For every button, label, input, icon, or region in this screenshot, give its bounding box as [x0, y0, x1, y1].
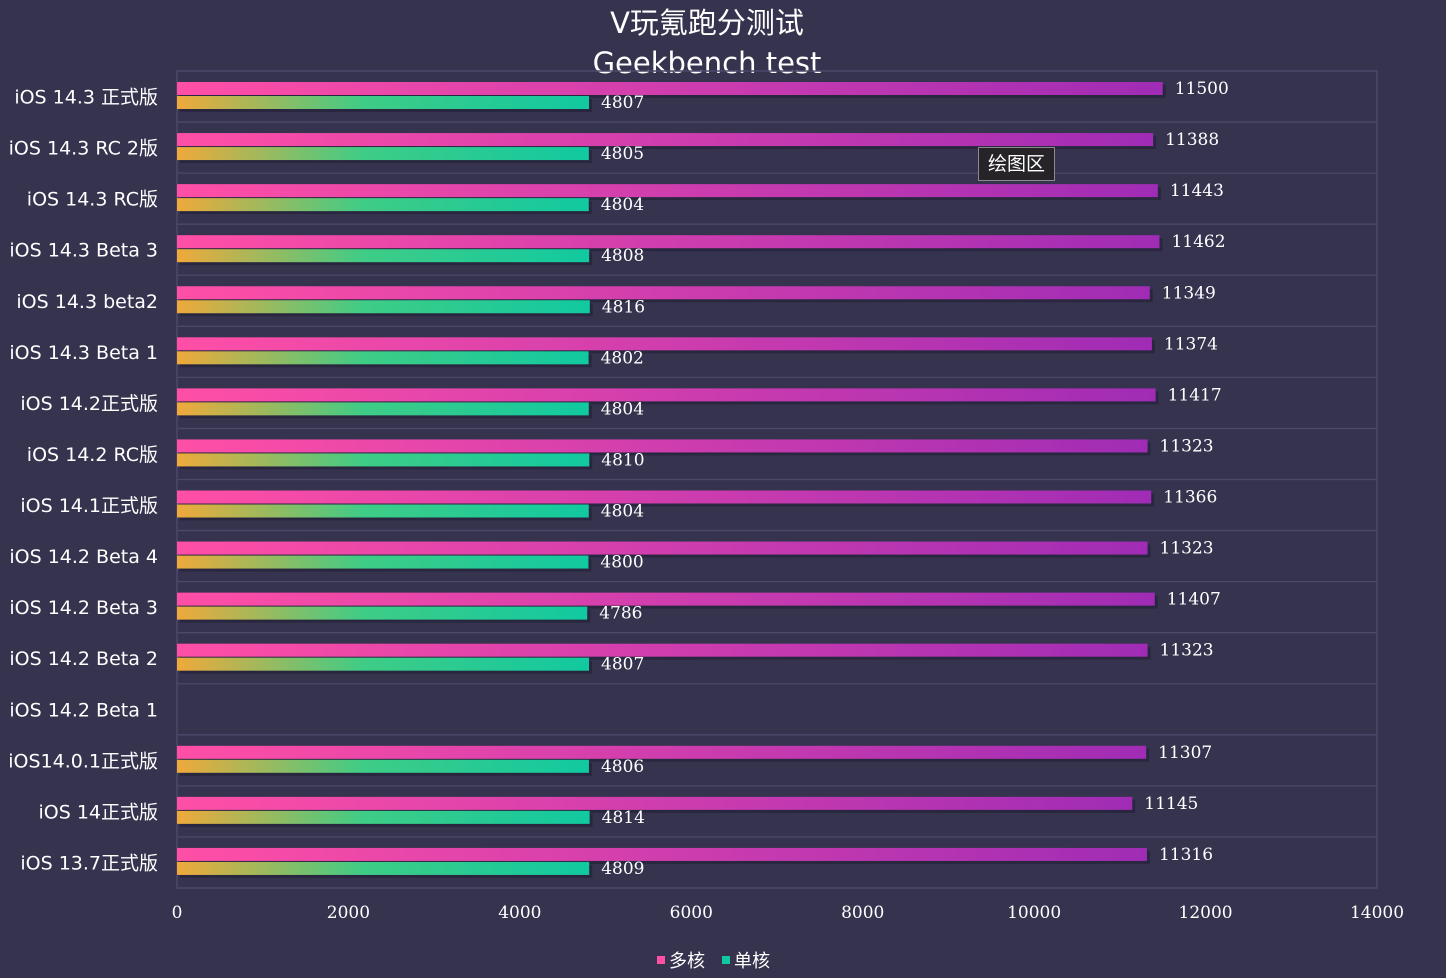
data-label-multi-core: 11443 — [1170, 181, 1224, 201]
legend-label-multi: 多核 — [669, 951, 705, 972]
bar-multi-core — [177, 592, 1155, 606]
category-label: iOS 14.3 RC版 — [27, 189, 158, 211]
bar-single-core — [177, 351, 589, 365]
bar-single-core — [177, 453, 590, 467]
data-label-multi-core: 11462 — [1171, 232, 1225, 252]
data-label-multi-core: 11374 — [1164, 334, 1218, 354]
data-label-multi-core: 11307 — [1158, 743, 1212, 763]
category-label: iOS 14.2 Beta 2 — [9, 648, 158, 670]
bar-single-core — [177, 96, 590, 109]
data-label-multi-core: 11316 — [1159, 845, 1213, 865]
data-label-single-core: 4804 — [601, 399, 644, 419]
category-label: iOS 14.3 RC 2版 — [9, 138, 158, 160]
data-label-single-core: 4814 — [602, 808, 645, 828]
x-tick-label: 8000 — [841, 903, 884, 923]
x-tick-label: 0 — [172, 903, 183, 923]
bar-multi-core — [177, 796, 1133, 810]
chart-subtitle: Geekbench test — [593, 46, 822, 80]
bar-single-core — [177, 249, 590, 263]
data-label-multi-core: 11366 — [1163, 488, 1217, 508]
bar-single-core — [177, 555, 589, 569]
bar-multi-core — [177, 82, 1163, 95]
data-label-multi-core: 11145 — [1144, 794, 1198, 814]
bar-multi-core — [177, 235, 1160, 249]
data-label-single-core: 4806 — [601, 757, 644, 777]
category-label: iOS 14.2正式版 — [20, 393, 158, 415]
legend: 多核 单核 — [657, 951, 770, 972]
data-label-multi-core: 11388 — [1165, 130, 1219, 150]
category-labels: iOS 14.3 正式版 iOS 14.3 RC 2版 iOS 14.3 RC版 iO… — [8, 87, 158, 875]
data-label-single-core: 4800 — [600, 553, 643, 573]
data-label-single-core: 4807 — [601, 655, 644, 675]
data-label-single-core: 4802 — [601, 348, 644, 368]
bar-multi-core — [177, 745, 1147, 759]
data-label-multi-core: 11323 — [1160, 539, 1214, 559]
bar-single-core — [177, 198, 589, 212]
bar-single-core — [177, 759, 589, 773]
x-tick-label: 12000 — [1179, 903, 1233, 923]
data-label-single-core: 4810 — [601, 450, 644, 470]
category-label: iOS 14.2 Beta 4 — [9, 546, 158, 568]
category-label: iOS 14.3 beta2 — [16, 291, 158, 313]
bars: 11500 4807 11388 4805 11443 4804 11462 4808 1134… — [177, 79, 1229, 879]
x-tick-label: 2000 — [327, 903, 370, 923]
data-label-single-core: 4804 — [601, 195, 644, 215]
bar-multi-core — [177, 184, 1158, 198]
bar-single-core — [177, 504, 589, 518]
data-label-single-core: 4808 — [601, 246, 644, 266]
data-label-single-core: 4786 — [599, 604, 642, 624]
x-tick-label: 4000 — [498, 903, 541, 923]
data-label-single-core: 4804 — [601, 502, 644, 522]
x-axis-ticks: 0 2000 4000 6000 8000 10000 12000 14000 — [172, 903, 1404, 923]
legend-label-single: 单核 — [734, 951, 770, 972]
data-label-multi-core: 11323 — [1160, 641, 1214, 661]
category-label: iOS 13.7正式版 — [20, 852, 158, 874]
bar-multi-core — [177, 643, 1148, 657]
data-label-multi-core: 11500 — [1175, 79, 1229, 99]
category-label: iOS 14.1正式版 — [20, 495, 158, 517]
chart-title: V玩氪跑分测试 — [610, 6, 804, 40]
bar-single-core — [177, 657, 590, 671]
bar-multi-core — [177, 388, 1156, 402]
bar-single-core — [177, 402, 589, 416]
grid-lines — [177, 121, 1377, 838]
data-label-multi-core: 11407 — [1167, 590, 1221, 610]
data-label-single-core: 4805 — [601, 144, 644, 164]
category-label: iOS 14.3 正式版 — [14, 87, 158, 109]
category-label: iOS 14.3 Beta 1 — [9, 342, 158, 364]
data-label-single-core: 4809 — [601, 859, 644, 879]
category-label: iOS14.0.1正式版 — [8, 750, 158, 772]
category-label: iOS 14正式版 — [38, 801, 158, 823]
plot-area-tooltip: 绘图区 — [978, 147, 1056, 181]
data-label-multi-core: 11417 — [1168, 385, 1222, 405]
x-tick-label: 6000 — [670, 903, 713, 923]
x-tick-label: 10000 — [1007, 903, 1061, 923]
bar-multi-core — [177, 286, 1150, 300]
bar-multi-core — [177, 133, 1154, 147]
category-label: iOS 14.2 Beta 3 — [9, 597, 158, 619]
legend-swatch-single — [722, 956, 730, 964]
category-label: iOS 14.3 Beta 3 — [9, 240, 158, 262]
bar-multi-core — [177, 541, 1148, 555]
data-label-single-core: 4807 — [601, 93, 644, 113]
bar-single-core — [177, 300, 590, 314]
x-tick-label: 14000 — [1350, 903, 1404, 923]
data-label-multi-core: 11349 — [1162, 283, 1216, 303]
bar-single-core — [177, 861, 590, 875]
data-label-multi-core: 11323 — [1160, 436, 1214, 456]
bar-single-core — [177, 606, 588, 620]
bar-single-core — [177, 147, 589, 161]
data-label-single-core: 4816 — [602, 297, 645, 317]
legend-swatch-multi — [657, 956, 665, 964]
bar-single-core — [177, 810, 590, 824]
category-label: iOS 14.2 RC版 — [27, 444, 158, 466]
category-label: iOS 14.2 Beta 1 — [9, 699, 158, 721]
bar-multi-core — [177, 439, 1148, 453]
bar-multi-core — [177, 847, 1147, 861]
bar-multi-core — [177, 337, 1152, 351]
bar-multi-core — [177, 490, 1152, 504]
